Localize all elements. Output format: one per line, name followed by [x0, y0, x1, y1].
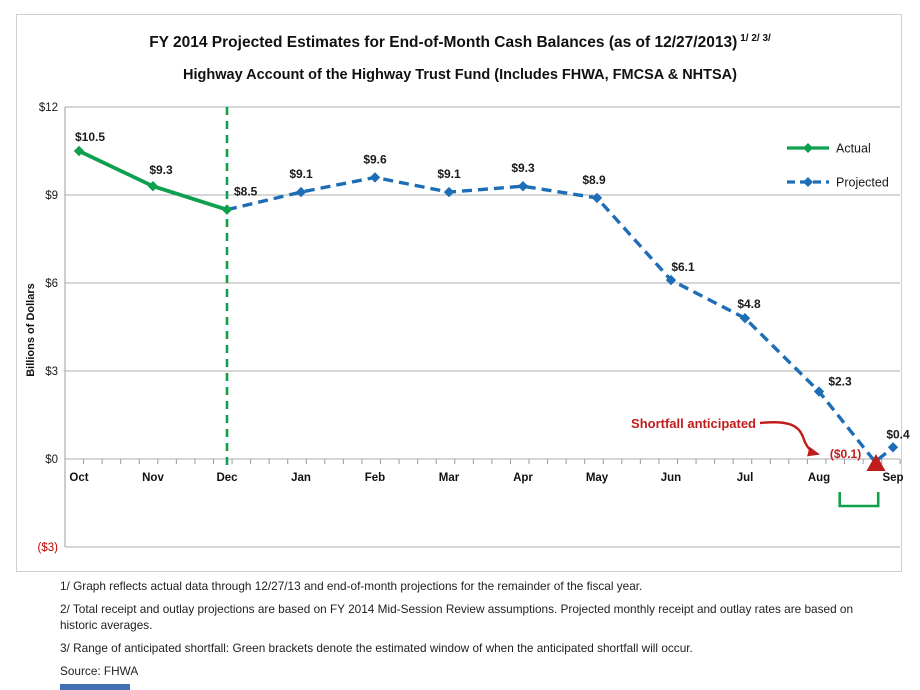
x-axis-month-label: Oct — [69, 472, 88, 484]
series-line-projected — [226, 175, 895, 464]
data-point-marker-feb — [369, 172, 381, 183]
y-axis-tick-label: ($3) — [38, 542, 59, 554]
shortfall-annotation-arrow — [759, 421, 820, 457]
partial-bottom-element — [60, 684, 130, 690]
y-axis-tick-label: $6 — [45, 278, 58, 290]
chart-title: FY 2014 Projected Estimates for End-of-M… — [0, 33, 920, 52]
x-axis-month-label: Jul — [737, 472, 754, 484]
x-axis-month-label: Apr — [513, 472, 533, 484]
legend-marker-projected — [803, 177, 813, 187]
data-point-marker-nov — [147, 181, 159, 192]
data-point-marker-jan — [295, 186, 307, 198]
y-axis-tick-label: $0 — [45, 454, 58, 466]
x-axis-month-label: Sep — [882, 472, 903, 484]
data-point-label: $6.1 — [671, 260, 695, 274]
data-point-marker-jun — [665, 274, 677, 286]
data-point-label: $8.5 — [234, 185, 258, 199]
x-axis-month-label: Mar — [439, 472, 460, 484]
x-axis-month-label: Aug — [808, 472, 830, 484]
data-point-label: ($0.1) — [830, 447, 861, 461]
data-point-label: $4.8 — [737, 297, 761, 311]
chart-subtitle: Highway Account of the Highway Trust Fun… — [183, 67, 737, 83]
data-point-label: $9.3 — [149, 163, 173, 177]
legend-label-actual: Actual — [836, 142, 871, 156]
series-line-actual — [77, 149, 229, 212]
data-point-label: $9.1 — [289, 167, 313, 181]
legend-label-projected: Projected — [836, 176, 889, 190]
shortfall-triangle-marker — [866, 454, 886, 471]
chart-title-text: FY 2014 Projected Estimates for End-of-M… — [149, 34, 738, 52]
footnote-3: 3/ Range of anticipated shortfall: Green… — [60, 640, 693, 655]
footnote-2: 2/ Total receipt and outlay projections … — [60, 602, 854, 632]
x-axis-month-label: Feb — [365, 472, 385, 484]
x-axis-month-label: Jun — [661, 472, 681, 484]
y-axis-tick-label: $12 — [39, 102, 58, 114]
data-point-marker-dec — [221, 204, 233, 215]
data-point-label: $10.5 — [75, 130, 105, 144]
data-point-label: $9.3 — [511, 161, 535, 175]
y-axis-tick-label: $3 — [45, 366, 58, 378]
data-point-marker-aug — [813, 386, 825, 397]
footnote-1: 1/ Graph reflects actual data through 12… — [60, 579, 643, 593]
data-point-label: $8.9 — [582, 173, 606, 187]
footnotes: 1/ Graph reflects actual data through 12… — [60, 579, 878, 688]
data-point-marker-apr — [517, 181, 529, 192]
data-point-label: $9.1 — [437, 167, 461, 181]
x-axis-month-label: May — [586, 472, 609, 484]
data-point-marker-oct — [73, 145, 85, 157]
footnote-markers: 1/ 2/ 3/ — [740, 33, 771, 44]
data-point-marker-mar — [443, 186, 455, 198]
y-axis-tick-label: $9 — [45, 190, 58, 202]
x-axis-month-label: Nov — [142, 472, 164, 484]
legend-marker-actual — [803, 143, 813, 153]
data-point-label: $0.4 — [886, 427, 910, 441]
data-point-marker-sep — [887, 442, 899, 453]
data-point-label: $9.6 — [363, 152, 387, 166]
data-point-label: $2.3 — [828, 375, 852, 389]
shortfall-annotation-text: Shortfall anticipated — [631, 416, 756, 431]
source-note: Source: FHWA — [60, 664, 139, 679]
x-axis-month-label: Dec — [216, 472, 238, 484]
data-point-marker-may — [591, 192, 603, 204]
data-point-marker-jul — [739, 313, 751, 324]
shortfall-window-bracket — [838, 492, 880, 508]
x-axis-month-label: Jan — [291, 472, 311, 484]
